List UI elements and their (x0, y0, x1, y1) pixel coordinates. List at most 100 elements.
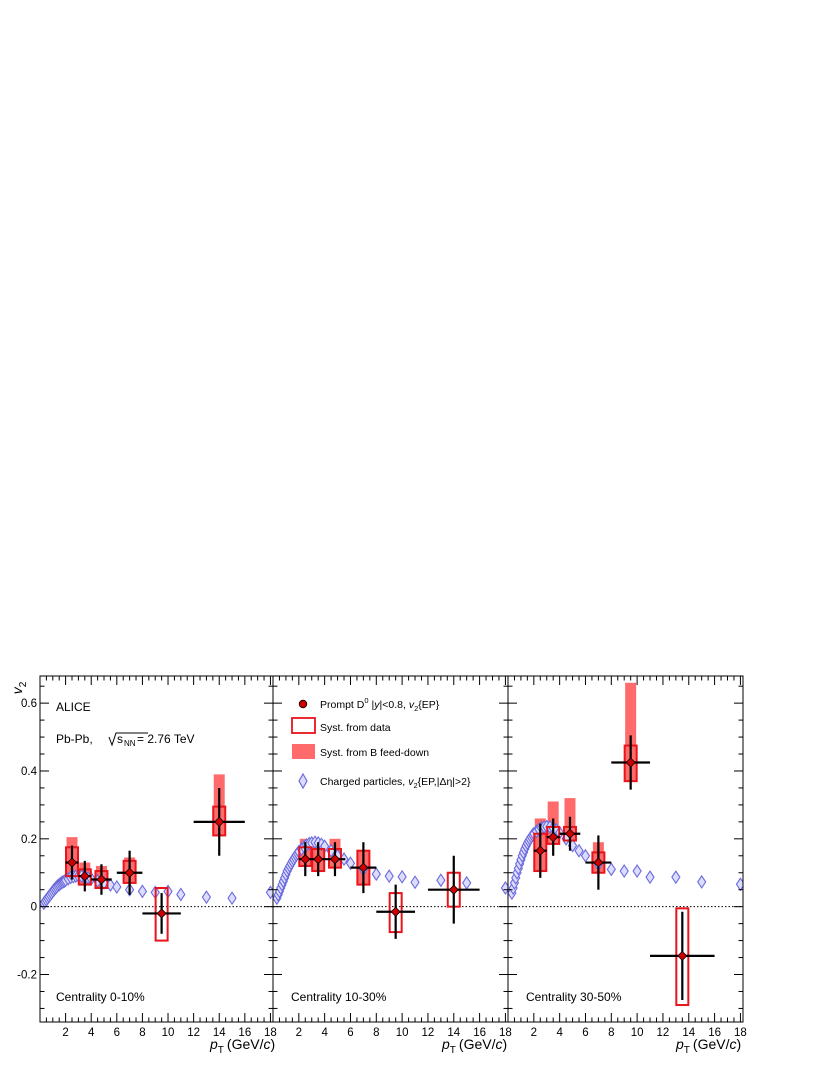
charged-point-0-37 (227, 891, 237, 906)
plot-area-1 (273, 835, 508, 939)
panel-2: 2 4 6 8 10 12 14 16 18 (507, 675, 747, 1039)
charged-point-1-36 (436, 873, 446, 888)
panel-0: 2 4 6 8 10 12 14 16 18 -0.2 0 0.2 0.4 0.6 (17, 675, 277, 1039)
x-tick-label-1-3: 8 (373, 1027, 379, 1039)
charged-point-1-35 (410, 875, 420, 890)
d0-point-1-1 (313, 854, 324, 865)
x-tick-label-0-7: 16 (238, 1027, 251, 1039)
x-axis-label-2: pT (GeV/c) (675, 1036, 741, 1056)
charged-point-1-32 (371, 867, 381, 882)
x-tick-label-2-7: 16 (708, 1027, 721, 1039)
y-axis-label: v2 (9, 681, 29, 694)
x-axis-label-0: pT (GeV/c) (209, 1036, 275, 1056)
d0-point-2-1 (548, 832, 559, 843)
x-tick-label-1-4: 10 (396, 1027, 409, 1039)
svg-text:pT(GeV/c): pT (GeV/c) (209, 1036, 275, 1056)
charged-point-0-32 (137, 884, 148, 899)
panel-label-0: Centrality 0-10% (56, 990, 145, 1004)
charged-point-2-35 (645, 870, 655, 885)
x-tick-label-0-6: 14 (213, 1027, 226, 1039)
d0-point-0-2 (96, 874, 107, 885)
d0-point-0-5 (214, 816, 225, 827)
x-axis-label-1: pT (GeV/c) (441, 1036, 507, 1056)
x-tick-label-0-5: 12 (187, 1027, 200, 1039)
d0-point-0-3 (124, 867, 135, 878)
y-tick-label-1: 0 (31, 902, 37, 914)
x-tick-label-2-0: 2 (531, 1027, 537, 1039)
x-tick-label-0-0: 2 (62, 1027, 68, 1039)
d0-point-2-2 (564, 828, 576, 839)
panels: 2 4 6 8 10 12 14 16 18 -0.2 0 0.2 0.4 0.6 2 4 6 8 10 12 14 16… (17, 675, 747, 1039)
x-tick-label-0-1: 4 (88, 1027, 95, 1039)
y-tick-label-3: 0.4 (21, 766, 38, 778)
x-tick-label-1-0: 2 (296, 1027, 302, 1039)
panel-label-2: Centrality 30-50% (526, 990, 622, 1004)
y-axis-0: -0.2 0 0.2 0.4 0.6 (17, 685, 273, 1009)
x-tick-label-1-8: 18 (499, 1027, 512, 1039)
d0-point-1-2 (329, 854, 341, 865)
d0-point-1-0 (300, 854, 311, 865)
panel-1: 2 4 6 8 10 12 14 16 18 (272, 675, 512, 1039)
x-tick-label-2-4: 10 (631, 1027, 644, 1039)
svg-text:Prompt D0|y|<0.8,v2{EP}: Prompt D0 |y|<0.8, v2{EP} (320, 696, 440, 713)
plot-area-2 (508, 682, 743, 1007)
charged-point-1-37 (462, 875, 472, 890)
charged-point-1-34 (397, 869, 407, 884)
charged-point-0-35 (176, 887, 186, 902)
charged-point-2-38 (735, 877, 743, 892)
legend-syst-bfeed: Syst. from B feed-down (292, 744, 429, 759)
legend-syst-data: Syst. from data (291, 717, 391, 734)
x-axis-0: 2 4 6 8 10 12 14 16 18 (39, 676, 277, 1039)
d0-point-1-4 (390, 906, 401, 917)
charged-point-2-29 (574, 843, 584, 858)
charged-point-1-33 (384, 869, 394, 884)
x-tick-label-2-8: 18 (734, 1027, 747, 1039)
charged-point-2-33 (619, 864, 629, 879)
charged-point-0-30 (112, 880, 122, 894)
x-tick-label-1-2: 6 (347, 1027, 353, 1039)
svg-text:Syst. from B feed-down: Syst. from B feed-down (320, 747, 429, 759)
system-label: Pb-Pb, s NN = 2.76 TeV (56, 732, 195, 748)
svg-text:NN: NN (124, 739, 136, 748)
y-tick-label-4: 0.6 (21, 698, 37, 710)
x-tick-label-0-4: 10 (162, 1027, 175, 1039)
syst-bfeed-2-4 (625, 682, 637, 782)
legend-d0: Prompt D0 |y|<0.8, v2{EP} (298, 696, 440, 713)
x-tick-label-0-3: 8 (139, 1027, 145, 1039)
charged-point-2-34 (632, 864, 642, 879)
d0-point-2-5 (677, 950, 688, 961)
charged-point-0-36 (201, 890, 212, 905)
experiment-label: ALICE (56, 700, 91, 714)
x-tick-label-0-2: 6 (114, 1027, 120, 1039)
x-tick-label-1-7: 16 (473, 1027, 486, 1039)
charged-point-1-38 (500, 881, 508, 896)
y-tick-label-0: -0.2 (17, 970, 37, 982)
d0-point-2-4 (625, 757, 636, 768)
d0-point-2-3 (593, 857, 604, 868)
charged-point-2-32 (606, 862, 616, 877)
x-axis-2: 2 4 6 8 10 12 14 16 18 (507, 676, 747, 1039)
x-tick-label-2-3: 8 (608, 1027, 614, 1039)
y-tick-label-2: 0.2 (21, 834, 37, 846)
panel-label-1: Centrality 10-30% (291, 990, 387, 1004)
legend: Prompt D0 |y|<0.8, v2{EP} Syst. from data … (291, 696, 471, 790)
svg-text:pT(GeV/c): pT (GeV/c) (675, 1036, 741, 1056)
x-tick-label-1-6: 14 (447, 1027, 460, 1039)
d0-point-0-4 (156, 908, 167, 919)
x-tick-label-0-8: 18 (264, 1027, 277, 1039)
frame-2 (507, 675, 744, 1023)
x-tick-label-2-5: 12 (657, 1027, 670, 1039)
x-tick-label-1-1: 4 (321, 1027, 328, 1039)
svg-text:s: s (117, 732, 123, 746)
x-tick-label-2-2: 6 (582, 1027, 588, 1039)
legend-charged: Charged particles, v2{EP,|Δη|>2} (298, 772, 471, 790)
x-tick-label-2-1: 4 (556, 1027, 563, 1039)
svg-text:Charged particles,v2{EP,|Δη|>2: Charged particles, v2{EP,|Δη|>2} (320, 776, 471, 790)
svg-text:= 2.76 TeV: = 2.76 TeV (137, 732, 195, 746)
charged-point-1-30 (345, 856, 356, 871)
y-axis-1 (273, 685, 508, 1009)
svg-text:Syst. from data: Syst. from data (320, 722, 391, 734)
x-tick-label-2-6: 14 (682, 1027, 695, 1039)
d0-point-0-0 (66, 857, 78, 868)
